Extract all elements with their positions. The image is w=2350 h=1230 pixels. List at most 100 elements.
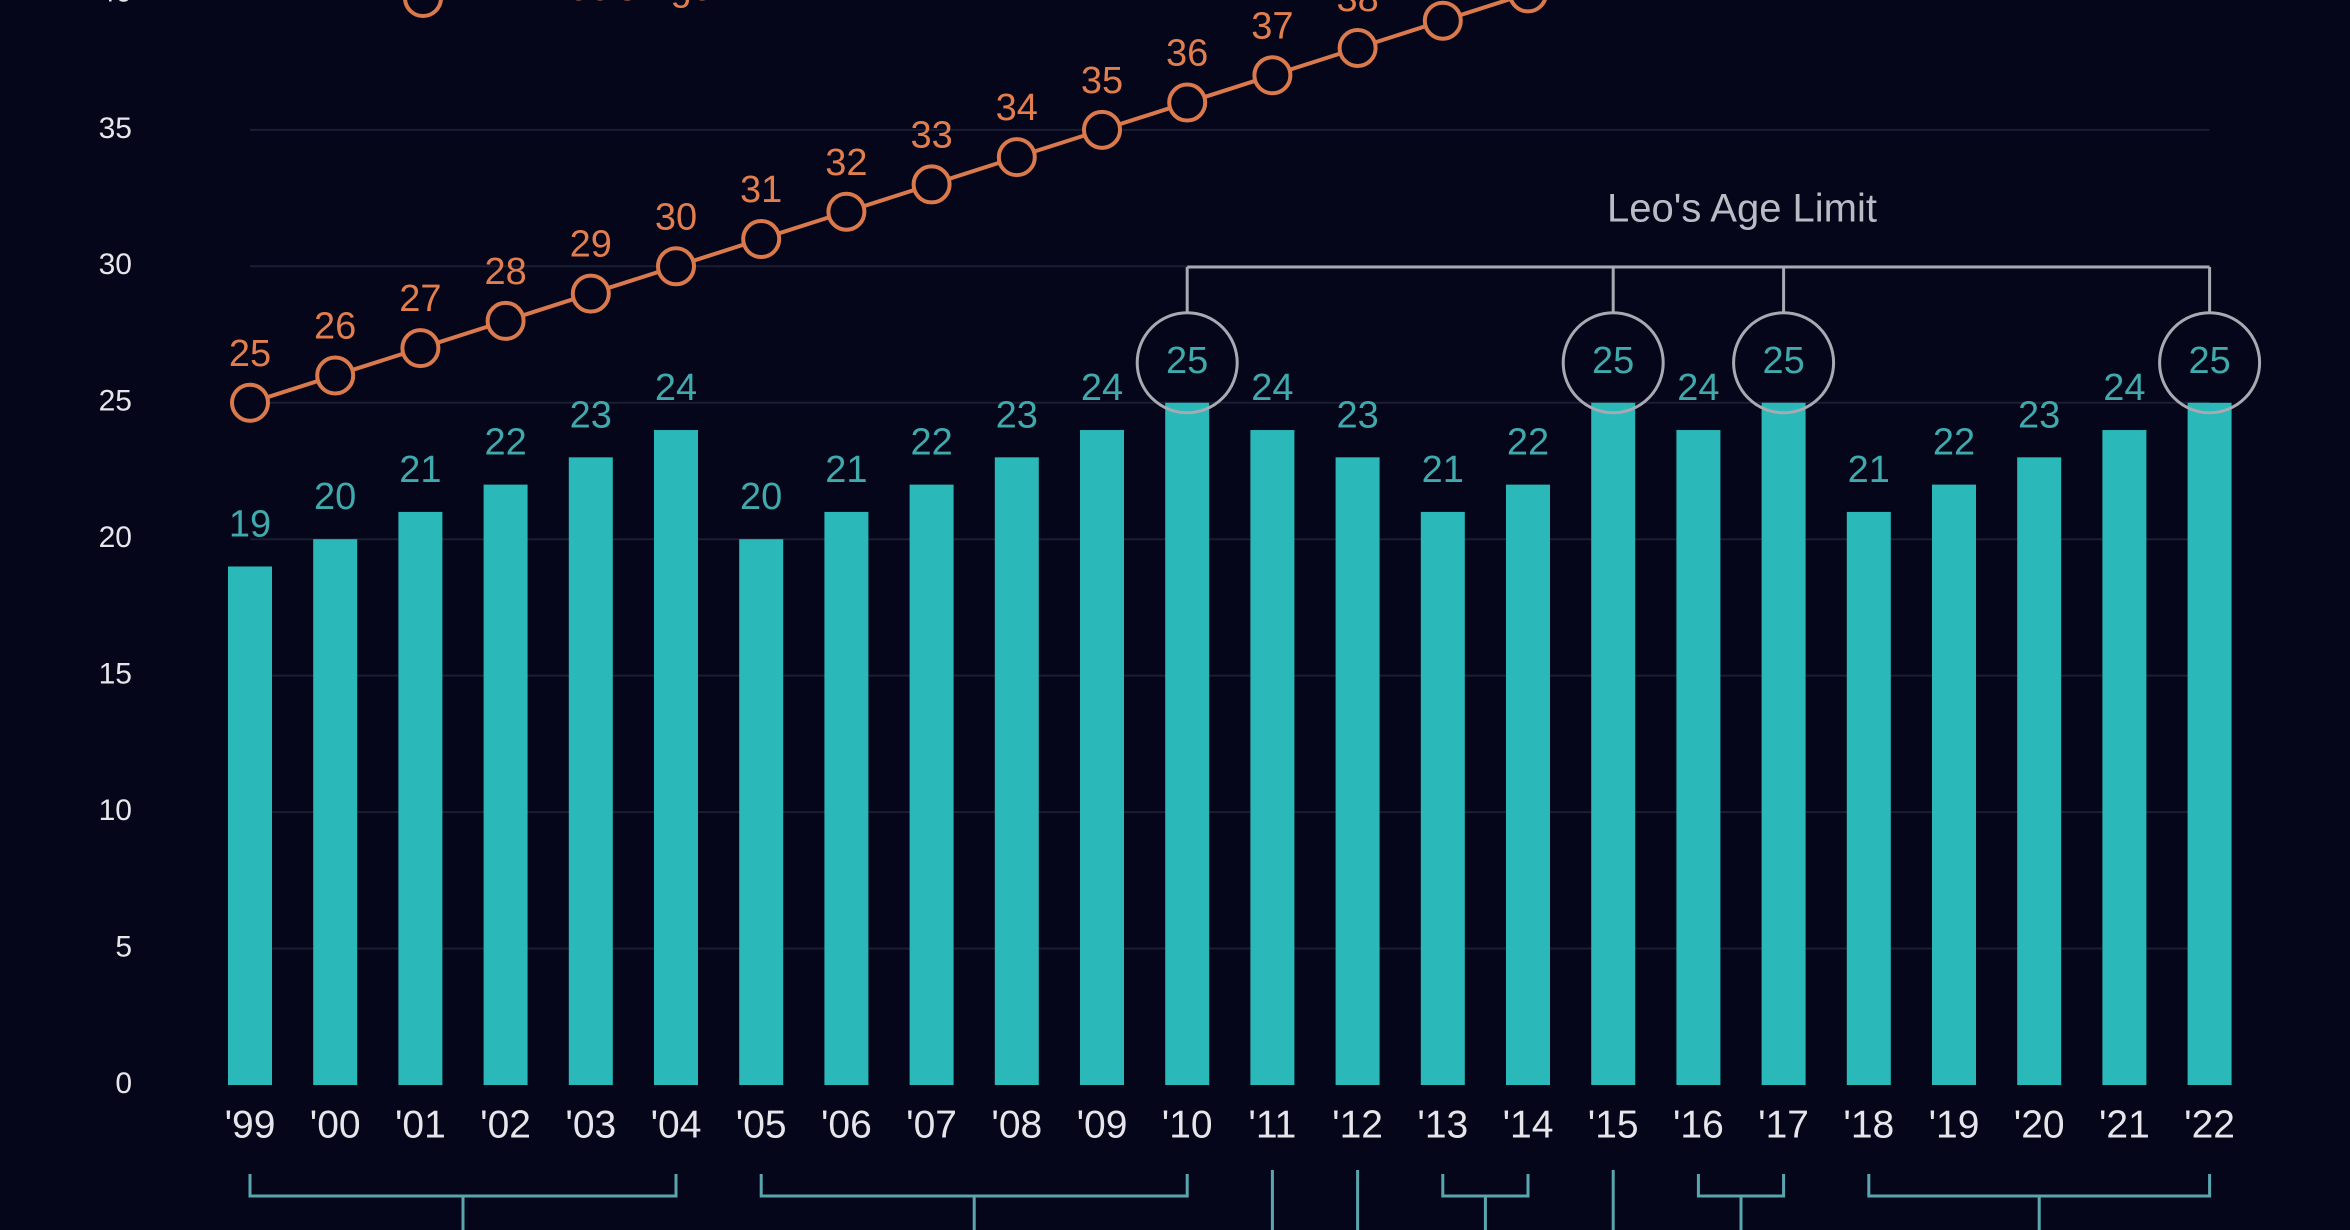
bar — [483, 484, 528, 1085]
bar — [1506, 484, 1550, 1085]
data-label: 25 — [2188, 340, 2230, 382]
bar — [1420, 511, 1465, 1085]
data-label: 19 — [229, 504, 271, 546]
bar — [1250, 430, 1295, 1085]
x-tick-label: '19 — [1929, 1103, 1980, 1146]
data-label: 24 — [1251, 367, 1293, 409]
x-tick-label: '08 — [991, 1103, 1042, 1146]
line-point — [1509, 0, 1547, 14]
x-tick-label: '07 — [906, 1103, 957, 1146]
data-label: 34 — [996, 87, 1038, 129]
y-tick-label: 30 — [99, 248, 132, 281]
line-point — [315, 355, 356, 396]
line-point — [1337, 27, 1378, 68]
bar — [313, 539, 358, 1085]
line-point — [230, 382, 270, 423]
x-tick-label: '13 — [1417, 1103, 1468, 1146]
data-label: 24 — [2103, 367, 2145, 409]
data-label: 31 — [740, 169, 782, 211]
bar — [1932, 484, 1976, 1085]
data-label: 26 — [314, 305, 356, 347]
bar — [1335, 457, 1380, 1086]
bar — [2102, 430, 2147, 1085]
bar — [1165, 402, 1210, 1085]
data-label: 20 — [314, 476, 356, 518]
line — [249, 0, 1514, 405]
bar — [1676, 430, 1721, 1085]
x-tick-label: '06 — [821, 1103, 872, 1146]
line-point — [996, 137, 1037, 178]
data-label: 25 — [229, 333, 271, 375]
bar — [1591, 402, 1636, 1085]
bar — [739, 539, 784, 1085]
legend-label: Leo's Age — [547, 0, 713, 9]
x-tick-label: '12 — [1332, 1103, 1383, 1146]
x-tick-label: '05 — [736, 1103, 787, 1146]
y-tick-label: 40 — [99, 0, 132, 8]
y-tick-label: 0 — [115, 1067, 132, 1100]
x-tick-label: '09 — [1077, 1103, 1128, 1146]
bar — [1761, 402, 1806, 1085]
y-tick-label: 25 — [99, 385, 132, 418]
data-label: 23 — [2018, 394, 2060, 436]
bar — [228, 566, 272, 1085]
x-tick-label: '15 — [1588, 1103, 1639, 1146]
x-tick-label: '99 — [225, 1103, 276, 1146]
bar — [909, 484, 954, 1085]
bar — [398, 511, 443, 1085]
data-label: 28 — [484, 251, 526, 293]
data-label: 20 — [740, 476, 782, 518]
bar — [824, 511, 869, 1085]
data-label: 32 — [825, 142, 867, 184]
line-point — [911, 164, 952, 205]
data-label: 21 — [399, 449, 441, 491]
x-tick-label: '20 — [2014, 1103, 2065, 1146]
line-point — [485, 300, 526, 341]
line-point — [1422, 0, 1463, 41]
data-label: 22 — [484, 422, 526, 464]
bar — [2187, 402, 2232, 1085]
annotation: Leo's Age Limit — [1607, 187, 1877, 231]
y-tick-label: 10 — [99, 794, 132, 827]
data-label: 22 — [910, 422, 952, 464]
data-label: 21 — [825, 449, 867, 491]
y-tick-label: 20 — [99, 521, 132, 554]
y-tick-label: 5 — [115, 930, 132, 963]
bar — [654, 430, 698, 1085]
bar — [568, 457, 613, 1086]
data-label: 30 — [655, 196, 697, 238]
x-tick-label: '00 — [310, 1103, 361, 1146]
line-point — [656, 246, 696, 287]
legend-marker — [403, 0, 443, 18]
data-label: 22 — [1933, 422, 1975, 464]
data-label: 29 — [570, 224, 612, 266]
data-label: 23 — [996, 394, 1038, 436]
y-tick-label: 15 — [99, 658, 132, 691]
line-point — [1082, 109, 1122, 150]
data-label: 35 — [1081, 60, 1123, 102]
x-tick-label: '10 — [1162, 1103, 1213, 1146]
data-label: 25 — [1592, 340, 1634, 382]
x-tick-label: '04 — [651, 1103, 702, 1146]
data-label: 25 — [1762, 340, 1804, 382]
x-tick-label: '17 — [1758, 1103, 1809, 1146]
y-tick-label: 35 — [99, 112, 132, 145]
data-label: 24 — [1677, 367, 1719, 409]
data-label: 38 — [1336, 0, 1378, 20]
bar — [1080, 430, 1124, 1085]
data-label: 27 — [399, 278, 441, 320]
line-point — [1252, 55, 1293, 96]
data-label: 24 — [655, 367, 697, 409]
line-point — [1167, 82, 1208, 123]
line-point — [741, 219, 782, 260]
x-tick-label: '21 — [2099, 1103, 2150, 1146]
data-label: 25 — [1166, 340, 1208, 382]
x-tick-label: '16 — [1673, 1103, 1724, 1146]
line-point — [826, 191, 867, 232]
data-label: 23 — [1336, 394, 1378, 436]
data-label: 21 — [1422, 449, 1464, 491]
data-label: 36 — [1166, 33, 1208, 75]
x-tick-label: '14 — [1503, 1103, 1554, 1146]
